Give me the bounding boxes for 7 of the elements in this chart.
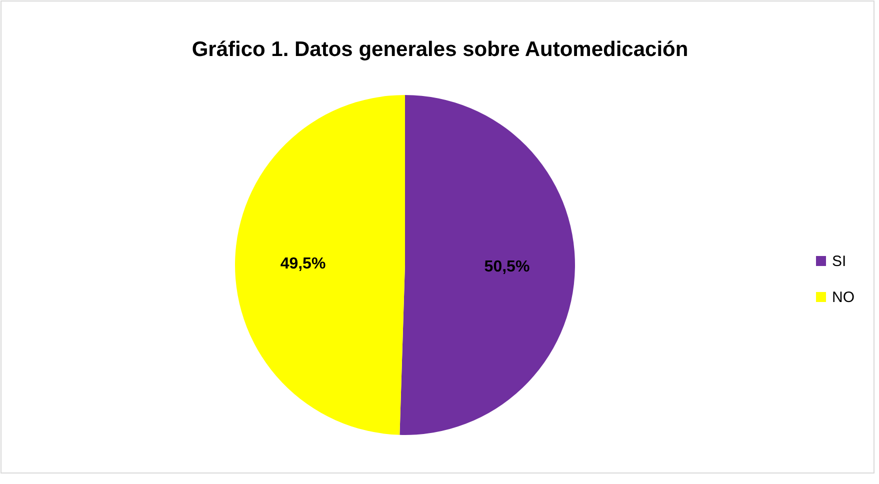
chart-title: Gráfico 1. Datos generales sobre Automedicación (192, 38, 688, 61)
data-label: 49,5% (280, 255, 326, 272)
data-label: 50,5% (484, 258, 530, 276)
legend-label: SI (832, 253, 846, 270)
pie-slice (235, 95, 405, 435)
pie-slice (400, 95, 575, 435)
legend-label: NO (832, 289, 854, 306)
